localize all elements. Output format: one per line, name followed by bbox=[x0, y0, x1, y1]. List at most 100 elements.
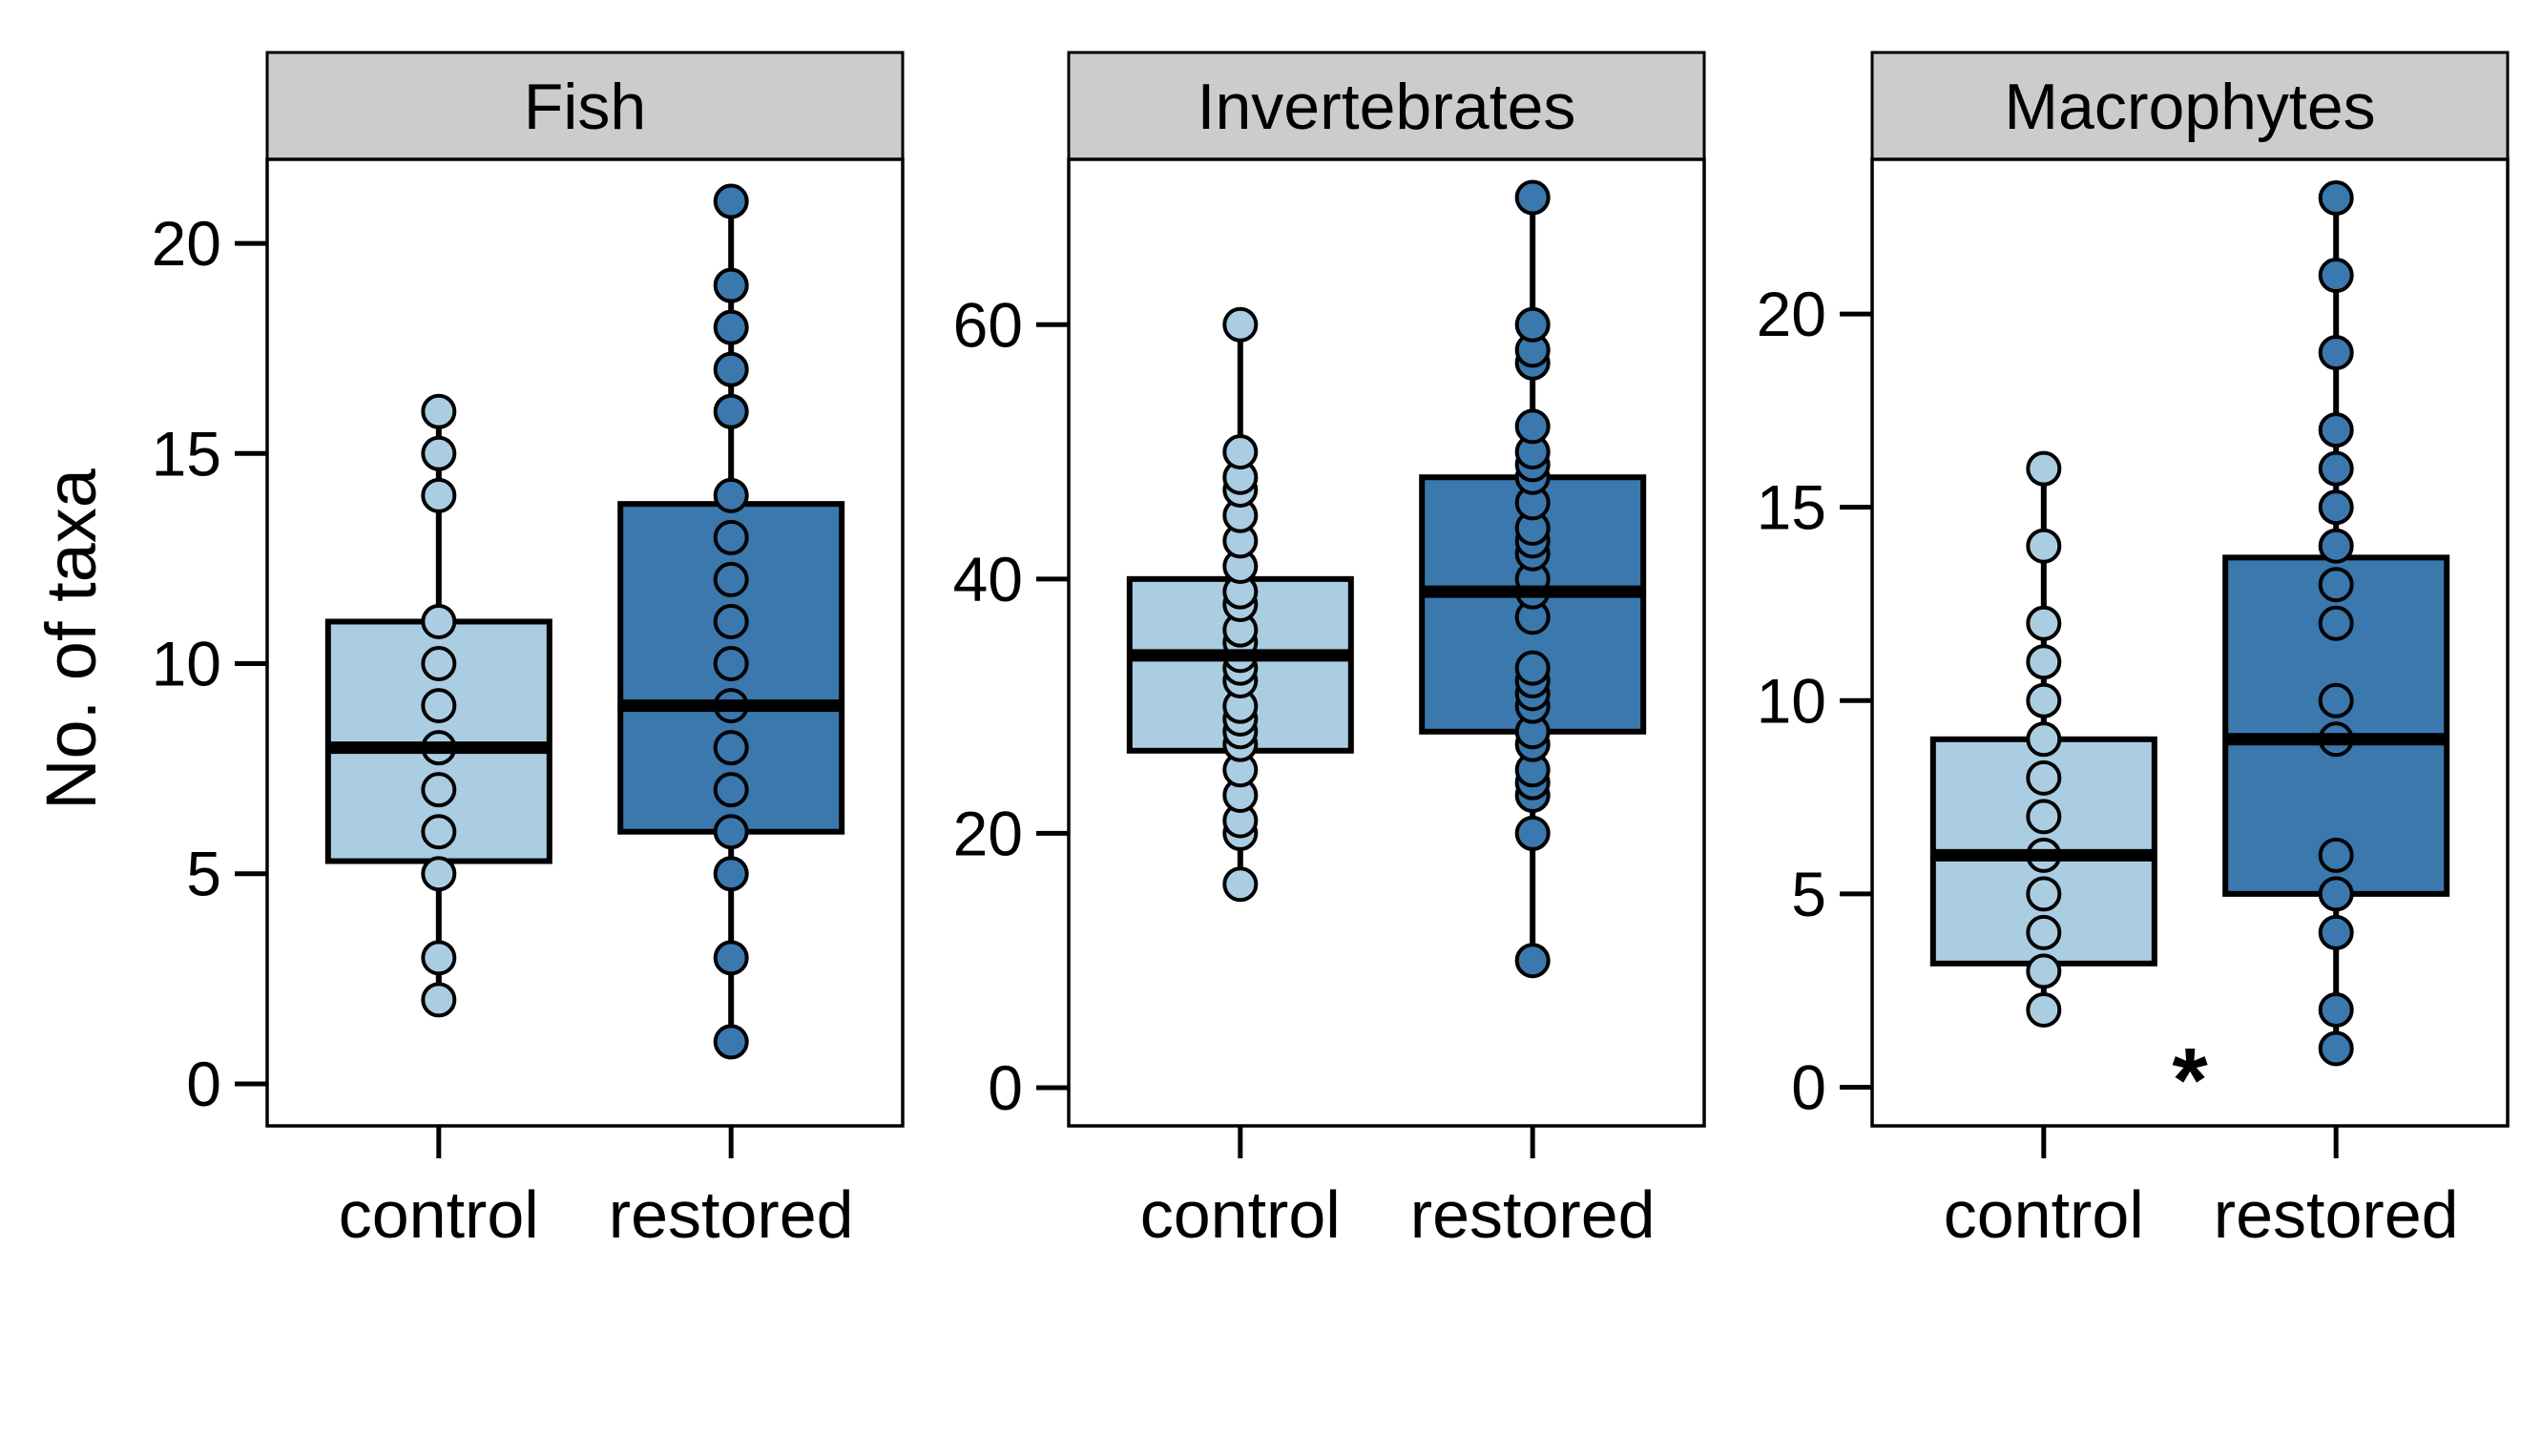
data-point bbox=[1514, 408, 1551, 445]
data-point bbox=[713, 519, 749, 555]
data-point bbox=[2318, 914, 2354, 950]
data-point bbox=[2318, 605, 2354, 641]
y-tick-label: 0 bbox=[1791, 1051, 1826, 1122]
data-point bbox=[713, 351, 749, 387]
data-point bbox=[2318, 180, 2354, 217]
data-point bbox=[2026, 759, 2062, 796]
panel-invertebrates: Invertebrates 0 20 40 60 control restored bbox=[953, 51, 1706, 1252]
data-point bbox=[2318, 1030, 2354, 1067]
y-tick-label: 15 bbox=[1757, 472, 1826, 543]
panel-title: Invertebrates bbox=[1198, 71, 1576, 143]
significance-annotation: * bbox=[2172, 1030, 2208, 1132]
box-restored bbox=[1419, 179, 1647, 979]
data-point bbox=[2026, 991, 2062, 1028]
x-tick-label: control bbox=[339, 1177, 539, 1252]
data-point bbox=[421, 982, 457, 1018]
y-tick-label: 20 bbox=[1757, 279, 1826, 349]
panel-fish: Fish 0 5 10 15 20 control restored bbox=[152, 51, 905, 1252]
data-point bbox=[713, 856, 749, 892]
data-point bbox=[713, 183, 749, 219]
y-tick-label: 10 bbox=[1757, 665, 1826, 736]
data-point bbox=[713, 1024, 749, 1060]
box-restored bbox=[2222, 180, 2450, 1067]
data-point bbox=[421, 646, 457, 682]
y-tick-label: 5 bbox=[1791, 859, 1826, 929]
box-control bbox=[1126, 306, 1354, 903]
data-point bbox=[713, 646, 749, 682]
data-point bbox=[713, 477, 749, 513]
panel-strip bbox=[265, 51, 905, 161]
data-point bbox=[713, 561, 749, 597]
data-point bbox=[421, 688, 457, 724]
x-tick-label: restored bbox=[2214, 1177, 2459, 1252]
data-point bbox=[421, 393, 457, 429]
data-point bbox=[713, 814, 749, 850]
panel-title: Macrophytes bbox=[2004, 71, 2375, 143]
data-point bbox=[2026, 528, 2062, 564]
data-point bbox=[1514, 306, 1551, 343]
x-tick-label: control bbox=[1140, 1177, 1341, 1252]
data-point bbox=[421, 772, 457, 808]
y-tick-label: 10 bbox=[152, 629, 221, 699]
data-point bbox=[421, 856, 457, 892]
data-point bbox=[421, 603, 457, 639]
data-point bbox=[2318, 450, 2354, 487]
y-tick-label: 0 bbox=[988, 1052, 1023, 1123]
y-tick-label: 15 bbox=[152, 418, 221, 489]
panel-title: Fish bbox=[524, 71, 646, 143]
data-point bbox=[2318, 489, 2354, 526]
data-point bbox=[2318, 528, 2354, 564]
y-tick-label: 0 bbox=[186, 1049, 221, 1119]
data-point bbox=[1514, 943, 1551, 979]
data-point bbox=[2318, 837, 2354, 873]
data-point bbox=[2318, 991, 2354, 1028]
data-point bbox=[2318, 567, 2354, 603]
y-tick-label: 5 bbox=[186, 839, 221, 909]
panel-macrophytes: Macrophytes 0 5 10 15 20 control restored* bbox=[1757, 51, 2510, 1252]
x-tick-label: restored bbox=[609, 1177, 854, 1252]
data-point bbox=[2026, 644, 2062, 680]
data-point bbox=[2318, 876, 2354, 912]
data-point bbox=[2318, 258, 2354, 294]
data-point bbox=[2026, 721, 2062, 758]
data-point bbox=[421, 477, 457, 513]
data-point bbox=[421, 814, 457, 850]
data-point bbox=[2318, 412, 2354, 448]
data-point bbox=[713, 730, 749, 766]
box-control bbox=[324, 393, 552, 1018]
data-point bbox=[421, 940, 457, 976]
y-tick-label: 60 bbox=[953, 289, 1023, 360]
x-tick-label: restored bbox=[1410, 1177, 1656, 1252]
data-point bbox=[2026, 605, 2062, 641]
data-point bbox=[1222, 866, 1259, 903]
box-control bbox=[1929, 450, 2157, 1028]
y-tick-label: 20 bbox=[152, 208, 221, 279]
panel-strip bbox=[1870, 51, 2510, 161]
data-point bbox=[2318, 335, 2354, 371]
data-point bbox=[1222, 434, 1259, 470]
data-point bbox=[2026, 914, 2062, 950]
data-point bbox=[2026, 876, 2062, 912]
y-axis-label: No. of taxa bbox=[31, 468, 111, 810]
x-tick-label: control bbox=[1944, 1177, 2144, 1252]
data-point bbox=[2318, 682, 2354, 718]
data-point bbox=[421, 435, 457, 471]
y-tick-label: 20 bbox=[953, 798, 1023, 868]
data-point bbox=[713, 393, 749, 429]
data-point bbox=[2026, 682, 2062, 718]
data-point bbox=[713, 940, 749, 976]
y-tick-label: 40 bbox=[953, 544, 1023, 614]
data-point bbox=[2026, 799, 2062, 835]
box-restored bbox=[617, 183, 845, 1060]
data-point bbox=[713, 772, 749, 808]
data-point bbox=[2026, 450, 2062, 487]
data-point bbox=[1514, 650, 1551, 686]
data-point bbox=[713, 309, 749, 345]
data-point bbox=[1514, 815, 1551, 851]
data-point bbox=[1514, 179, 1551, 216]
data-point bbox=[2026, 953, 2062, 989]
data-point bbox=[713, 267, 749, 303]
data-point bbox=[1222, 306, 1259, 343]
